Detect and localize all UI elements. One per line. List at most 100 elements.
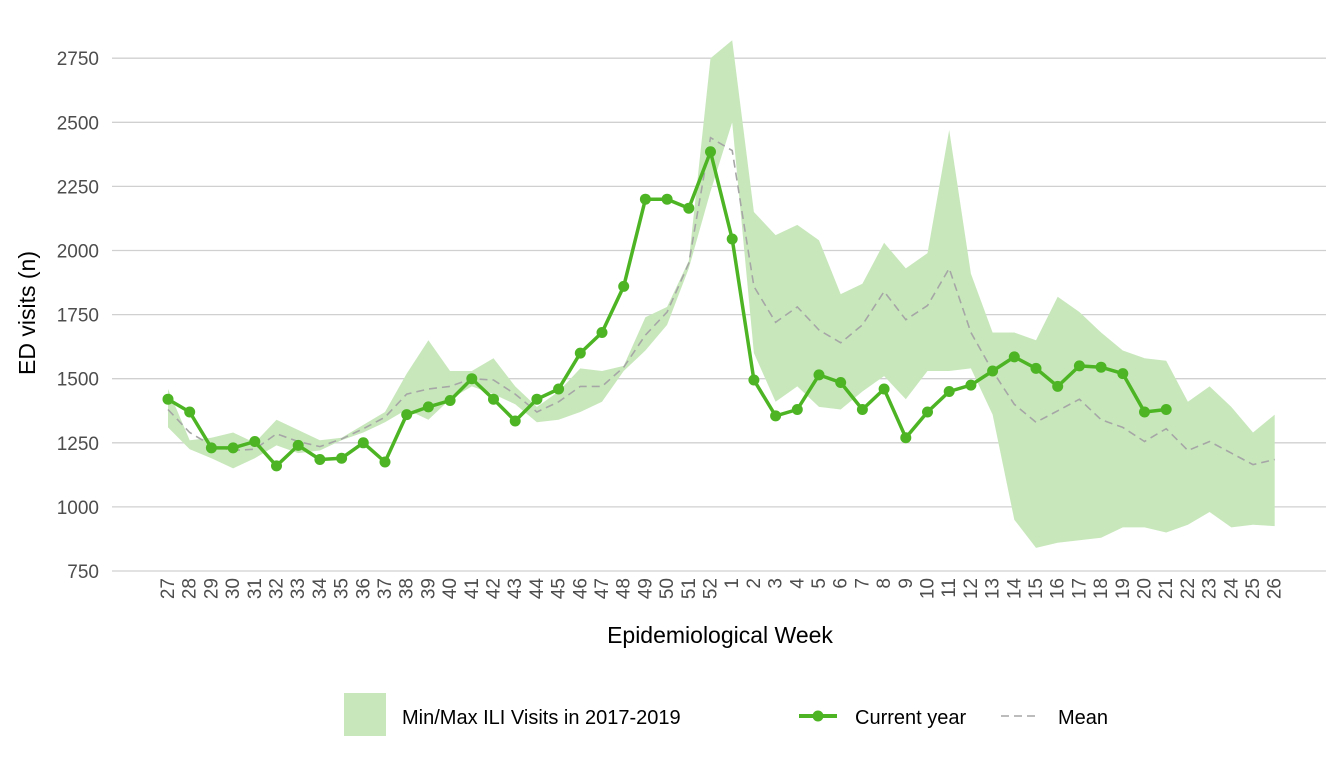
x-tick-label: 40 bbox=[440, 578, 461, 599]
current-year-point bbox=[357, 437, 369, 449]
current-year-point bbox=[596, 327, 608, 338]
x-tick-label: 35 bbox=[332, 578, 353, 599]
current-year-point bbox=[401, 409, 413, 421]
current-year-point bbox=[553, 383, 565, 395]
x-tick-label: 31 bbox=[245, 578, 266, 599]
current-year-point bbox=[184, 406, 196, 418]
x-tick-label: 32 bbox=[267, 578, 288, 599]
current-year-point bbox=[162, 393, 174, 405]
y-tick-labels: 750 1000 1250 1500 1750 2000 2250 2500 2750 bbox=[57, 49, 99, 583]
x-tick-label: 12 bbox=[961, 578, 982, 599]
legend-current-label: Current year bbox=[855, 707, 966, 729]
current-year-point bbox=[618, 280, 630, 292]
x-tick-label: 48 bbox=[614, 578, 635, 599]
y-tick-label: 2750 bbox=[57, 49, 99, 70]
y-tick-label: 1750 bbox=[57, 306, 99, 327]
y-tick-label: 1500 bbox=[57, 370, 99, 391]
current-year-point bbox=[336, 452, 348, 464]
x-tick-label: 19 bbox=[1113, 578, 1134, 599]
x-tick-label: 10 bbox=[918, 578, 939, 599]
x-tick-label: 2 bbox=[744, 578, 765, 589]
current-year-point bbox=[444, 395, 456, 406]
x-tick-label: 5 bbox=[809, 578, 830, 589]
current-year-point bbox=[878, 383, 890, 395]
current-year-point bbox=[271, 460, 282, 472]
legend-band-swatch bbox=[344, 693, 386, 736]
current-year-point bbox=[1095, 361, 1107, 373]
current-year-point bbox=[466, 373, 478, 385]
x-tick-label: 28 bbox=[180, 578, 201, 599]
x-axis-title: Epidemiological Week bbox=[607, 622, 833, 648]
current-year-point bbox=[227, 442, 239, 454]
current-year-point bbox=[205, 442, 217, 454]
min-max-band bbox=[168, 40, 1275, 548]
mean-line-layer bbox=[167, 136, 1275, 466]
min-max-band-layer bbox=[168, 40, 1275, 548]
current-year-point bbox=[1117, 368, 1129, 380]
x-tick-label: 7 bbox=[852, 578, 873, 589]
x-tick-label: 11 bbox=[939, 578, 960, 598]
x-tick-label: 33 bbox=[288, 578, 309, 599]
x-tick-label: 14 bbox=[1004, 578, 1025, 600]
x-tick-label: 1 bbox=[722, 578, 743, 589]
x-tick-label: 16 bbox=[1048, 578, 1069, 599]
x-tick-label: 25 bbox=[1243, 578, 1264, 599]
x-tick-label: 42 bbox=[484, 578, 505, 599]
x-tick-label: 18 bbox=[1091, 578, 1112, 599]
x-tick-label: 6 bbox=[831, 578, 852, 589]
current-year-point bbox=[1008, 351, 1020, 363]
y-tick-label: 2000 bbox=[57, 242, 99, 263]
x-tick-label: 30 bbox=[223, 578, 244, 599]
current-year-point bbox=[509, 415, 521, 427]
x-tick-label: 49 bbox=[635, 578, 656, 599]
x-tick-label: 43 bbox=[505, 578, 526, 599]
x-tick-label: 8 bbox=[874, 578, 895, 589]
legend-current-marker bbox=[812, 710, 824, 722]
current-year-point bbox=[770, 410, 782, 422]
x-tick-label: 24 bbox=[1221, 578, 1242, 600]
current-year-point bbox=[900, 432, 912, 444]
x-tick-label: 36 bbox=[353, 578, 374, 599]
x-tick-label: 52 bbox=[701, 578, 722, 599]
y-tick-label: 1000 bbox=[57, 498, 99, 519]
current-year-point bbox=[639, 193, 651, 205]
current-year-point bbox=[813, 369, 825, 381]
x-tick-label: 15 bbox=[1026, 578, 1047, 599]
current-year-point bbox=[1073, 360, 1085, 372]
current-year-point bbox=[965, 379, 977, 391]
x-tick-label: 37 bbox=[375, 578, 396, 599]
x-tick-label: 29 bbox=[201, 578, 222, 599]
x-tick-label: 23 bbox=[1200, 578, 1221, 599]
legend-mean-label: Mean bbox=[1058, 707, 1108, 729]
current-year-point bbox=[1030, 362, 1042, 374]
x-tick-label: 3 bbox=[766, 578, 787, 589]
current-year-point bbox=[1139, 406, 1150, 418]
legend: Min/Max ILI Visits in 2017-2019 Current … bbox=[344, 693, 1108, 736]
x-tick-label: 13 bbox=[983, 578, 1004, 599]
current-year-point bbox=[661, 193, 673, 205]
current-year-point bbox=[574, 347, 586, 359]
x-tick-label: 44 bbox=[527, 578, 548, 600]
current-year-point bbox=[748, 374, 760, 386]
y-tick-label: 2500 bbox=[57, 113, 99, 134]
current-year-point bbox=[488, 393, 499, 405]
y-tick-label: 1250 bbox=[57, 434, 99, 455]
x-tick-label: 22 bbox=[1178, 578, 1199, 599]
current-year-point bbox=[943, 386, 955, 397]
x-tick-label: 26 bbox=[1265, 578, 1286, 599]
current-year-point bbox=[292, 439, 304, 451]
x-tick-labels: 27 28 29 30 31 32 33 34 35 36 37 38 39 40 41 42 43 44 45 46… bbox=[158, 578, 1286, 600]
current-year-point bbox=[1052, 380, 1064, 392]
current-year-point bbox=[249, 436, 261, 447]
x-tick-label: 50 bbox=[657, 578, 678, 599]
x-tick-label: 45 bbox=[549, 578, 570, 599]
x-tick-label: 47 bbox=[592, 578, 613, 599]
current-year-point bbox=[922, 406, 933, 418]
x-tick-label: 27 bbox=[158, 578, 179, 599]
x-tick-label: 51 bbox=[679, 578, 700, 599]
current-year-point bbox=[726, 233, 738, 245]
x-tick-label: 9 bbox=[896, 578, 917, 589]
current-year-point bbox=[987, 365, 999, 377]
x-tick-label: 21 bbox=[1156, 578, 1177, 599]
